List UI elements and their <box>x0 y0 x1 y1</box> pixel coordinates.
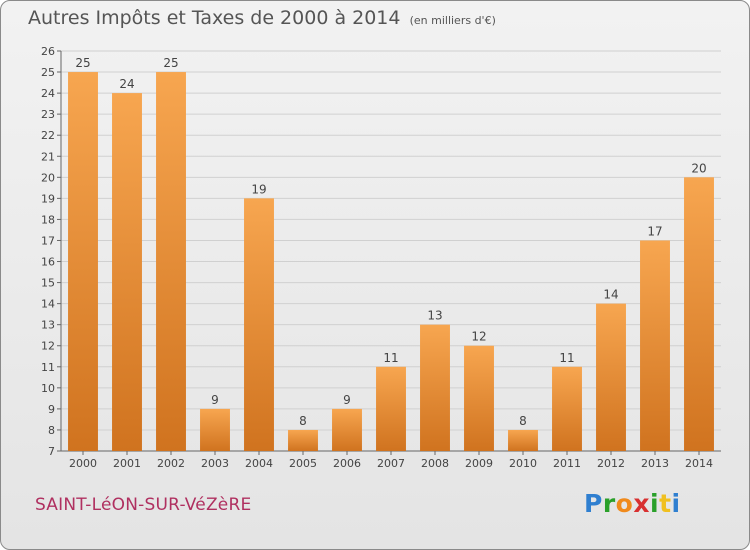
data-label-2003: 9 <box>211 393 219 407</box>
logo-letter: t <box>659 489 672 518</box>
x-tick-label-2003: 2003 <box>201 457 229 470</box>
y-tick-label: 22 <box>41 129 55 142</box>
bar-2003 <box>200 408 230 451</box>
y-tick-label: 20 <box>41 171 55 184</box>
bar-layer <box>68 72 714 452</box>
y-tick-label: 26 <box>41 45 55 58</box>
bar-2008 <box>420 324 450 451</box>
bar-2010 <box>508 429 538 451</box>
logo-letter: P <box>584 489 603 518</box>
y-tick-label: 11 <box>41 361 55 374</box>
bar-2000 <box>68 72 98 451</box>
bar-2009 <box>464 345 494 451</box>
data-label-2009: 12 <box>471 330 486 344</box>
x-tick-label-2012: 2012 <box>597 457 625 470</box>
y-tick-label: 9 <box>48 403 55 416</box>
logo-letter: x <box>633 489 650 518</box>
bar-2005 <box>288 429 318 451</box>
data-label-2000: 25 <box>75 56 90 70</box>
y-tick-label: 12 <box>41 340 55 353</box>
data-label-2005: 8 <box>299 414 307 428</box>
bar-2002 <box>156 72 186 451</box>
x-tick-label-2004: 2004 <box>245 457 273 470</box>
logo-letter: i <box>650 489 660 518</box>
data-label-2008: 13 <box>427 309 442 323</box>
bar-2004 <box>244 198 274 451</box>
logo-letter: i <box>671 489 681 518</box>
y-tick-label: 7 <box>48 445 55 458</box>
y-tick-label: 13 <box>41 319 55 332</box>
bar-2007 <box>376 366 406 451</box>
data-label-2014: 20 <box>691 161 706 175</box>
x-tick-label-2002: 2002 <box>157 457 185 470</box>
x-tick-label-2014: 2014 <box>685 457 713 470</box>
label-layer: 25 24 25 9 19 8 9 11 13 12 8 11 14 17 20 <box>75 56 706 428</box>
x-tick-label-2011: 2011 <box>553 457 581 470</box>
data-label-2013: 17 <box>647 224 662 238</box>
chart-title-block: Autres Impôts et Taxes de 2000 à 2014 (e… <box>28 7 496 29</box>
y-tick-label: 19 <box>41 192 55 205</box>
y-tick-label: 18 <box>41 213 55 226</box>
x-tick-label-2007: 2007 <box>377 457 405 470</box>
data-label-2010: 8 <box>519 414 527 428</box>
proxiti-logo[interactable]: Proxiti <box>584 489 681 518</box>
data-label-2011: 11 <box>559 351 574 365</box>
bar-2013 <box>640 240 670 451</box>
x-tick-label-2001: 2001 <box>113 457 141 470</box>
data-label-2002: 25 <box>163 56 178 70</box>
x-tick-label-2005: 2005 <box>289 457 317 470</box>
data-label-2006: 9 <box>343 393 351 407</box>
chart-title: Autres Impôts et Taxes de 2000 à 2014 <box>28 7 401 29</box>
x-tick-label-2000: 2000 <box>69 457 97 470</box>
x-tick-label-2008: 2008 <box>421 457 449 470</box>
y-tick-label: 10 <box>41 382 55 395</box>
y-tick-label: 17 <box>41 234 55 247</box>
town-name: SAINT-LéON-SUR-VéZèRE <box>35 495 252 515</box>
bar-2006 <box>332 408 362 451</box>
x-tick-label-2010: 2010 <box>509 457 537 470</box>
logo-letter: o <box>615 489 634 518</box>
data-label-2004: 19 <box>251 182 266 196</box>
bar-2001 <box>112 93 142 452</box>
data-label-2012: 14 <box>603 288 618 302</box>
bar-2011 <box>552 366 582 451</box>
data-label-2007: 11 <box>383 351 398 365</box>
y-tick-label: 21 <box>41 150 55 163</box>
y-tick-label: 25 <box>41 66 55 79</box>
data-label-2001: 24 <box>119 77 134 91</box>
x-tick-label-2013: 2013 <box>641 457 669 470</box>
y-tick-label: 15 <box>41 277 55 290</box>
bar-2012 <box>596 303 626 451</box>
bar-2014 <box>684 177 714 451</box>
y-tick-label: 14 <box>41 298 55 311</box>
y-tick-label: 16 <box>41 256 55 269</box>
chart-unit: (en milliers d'€) <box>409 14 496 27</box>
y-tick-label: 8 <box>48 424 55 437</box>
x-tick-label-2006: 2006 <box>333 457 361 470</box>
y-tick-label: 23 <box>41 108 55 121</box>
logo-letter: r <box>602 489 616 518</box>
x-tick-label-2009: 2009 <box>465 457 493 470</box>
y-tick-label: 24 <box>41 87 55 100</box>
